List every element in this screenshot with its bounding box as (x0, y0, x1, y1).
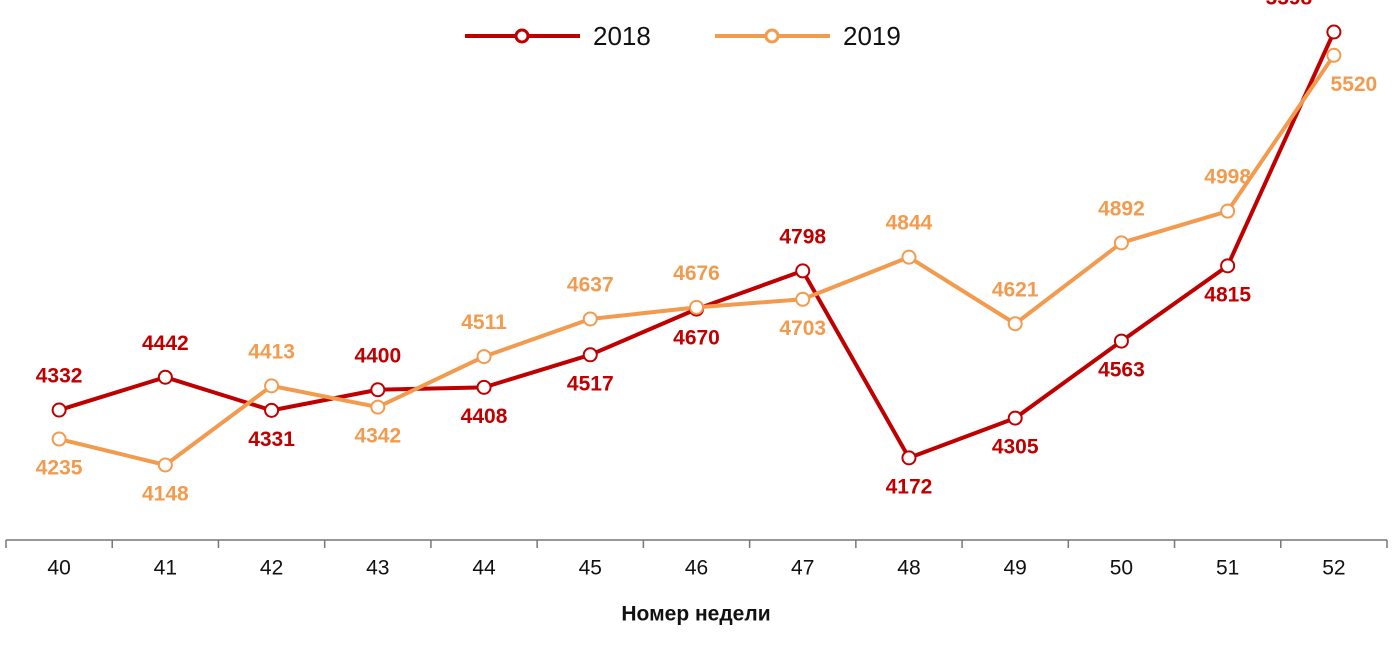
value-label: 4815 (1204, 283, 1251, 306)
value-label: 4331 (248, 428, 295, 451)
data-point (901, 450, 917, 466)
value-label: 4408 (461, 405, 508, 428)
x-tick-label: 52 (1322, 557, 1345, 580)
value-label: 4676 (673, 262, 720, 285)
data-point (51, 402, 67, 418)
x-axis-title: Номер недели (621, 603, 770, 626)
value-label: 4798 (779, 225, 826, 248)
value-label: 4670 (673, 327, 720, 350)
value-label: 4563 (1098, 359, 1145, 382)
data-point (1326, 24, 1342, 40)
x-tick-label: 45 (579, 557, 602, 580)
data-point (476, 379, 492, 395)
value-label: 4305 (992, 436, 1039, 459)
value-label: 4637 (567, 274, 614, 297)
x-tick-label: 50 (1110, 557, 1133, 580)
legend-marker (514, 28, 530, 44)
legend-marker (764, 28, 780, 44)
value-label: 4517 (567, 372, 614, 395)
data-point (264, 402, 280, 418)
series-line (58, 54, 1336, 467)
x-tick-label: 40 (47, 557, 70, 580)
data-point (370, 382, 386, 398)
data-point (1113, 235, 1129, 251)
value-label: 4400 (354, 344, 401, 367)
x-tick-label: 43 (366, 557, 389, 580)
value-label: 4235 (36, 457, 83, 480)
value-label: 4442 (142, 332, 189, 355)
legend-label: 2019 (843, 21, 901, 51)
data-point (1113, 333, 1129, 349)
data-point (476, 349, 492, 365)
x-tick-label: 47 (791, 557, 814, 580)
data-point (157, 369, 173, 385)
data-point (795, 263, 811, 279)
data-point (51, 431, 67, 447)
value-label: 4892 (1098, 197, 1145, 220)
series-line (58, 31, 1336, 460)
data-point (582, 347, 598, 363)
value-label: 5598 (1266, 0, 1313, 10)
value-label: 4172 (886, 475, 933, 498)
x-tick-label: 44 (472, 557, 496, 580)
value-label: 4998 (1204, 166, 1251, 189)
data-point (1007, 410, 1023, 426)
value-label: 4342 (354, 425, 401, 448)
value-label: 4148 (142, 483, 189, 506)
value-label: 5520 (1331, 73, 1378, 96)
value-label: 4332 (36, 365, 83, 388)
legend-label: 2018 (593, 21, 651, 51)
value-label: 4844 (886, 212, 933, 235)
x-tick-label: 49 (1004, 557, 1027, 580)
data-point (689, 299, 704, 315)
x-tick-label: 51 (1216, 557, 1239, 580)
x-tick-label: 48 (897, 557, 920, 580)
data-point (1220, 203, 1236, 219)
data-point (1007, 316, 1023, 332)
data-point (901, 249, 917, 265)
data-point (157, 457, 173, 473)
data-point (582, 311, 598, 327)
x-tick-label: 46 (685, 557, 708, 580)
value-label: 4511 (461, 311, 507, 334)
x-tick-label: 42 (260, 557, 283, 580)
data-point (1220, 258, 1236, 274)
data-point (370, 399, 386, 415)
value-label: 4703 (779, 317, 826, 340)
data-point (264, 378, 280, 394)
x-tick-label: 41 (154, 557, 177, 580)
data-point (795, 291, 811, 307)
data-point (1326, 47, 1342, 63)
value-label: 4621 (992, 278, 1039, 301)
value-label: 4413 (248, 340, 295, 363)
